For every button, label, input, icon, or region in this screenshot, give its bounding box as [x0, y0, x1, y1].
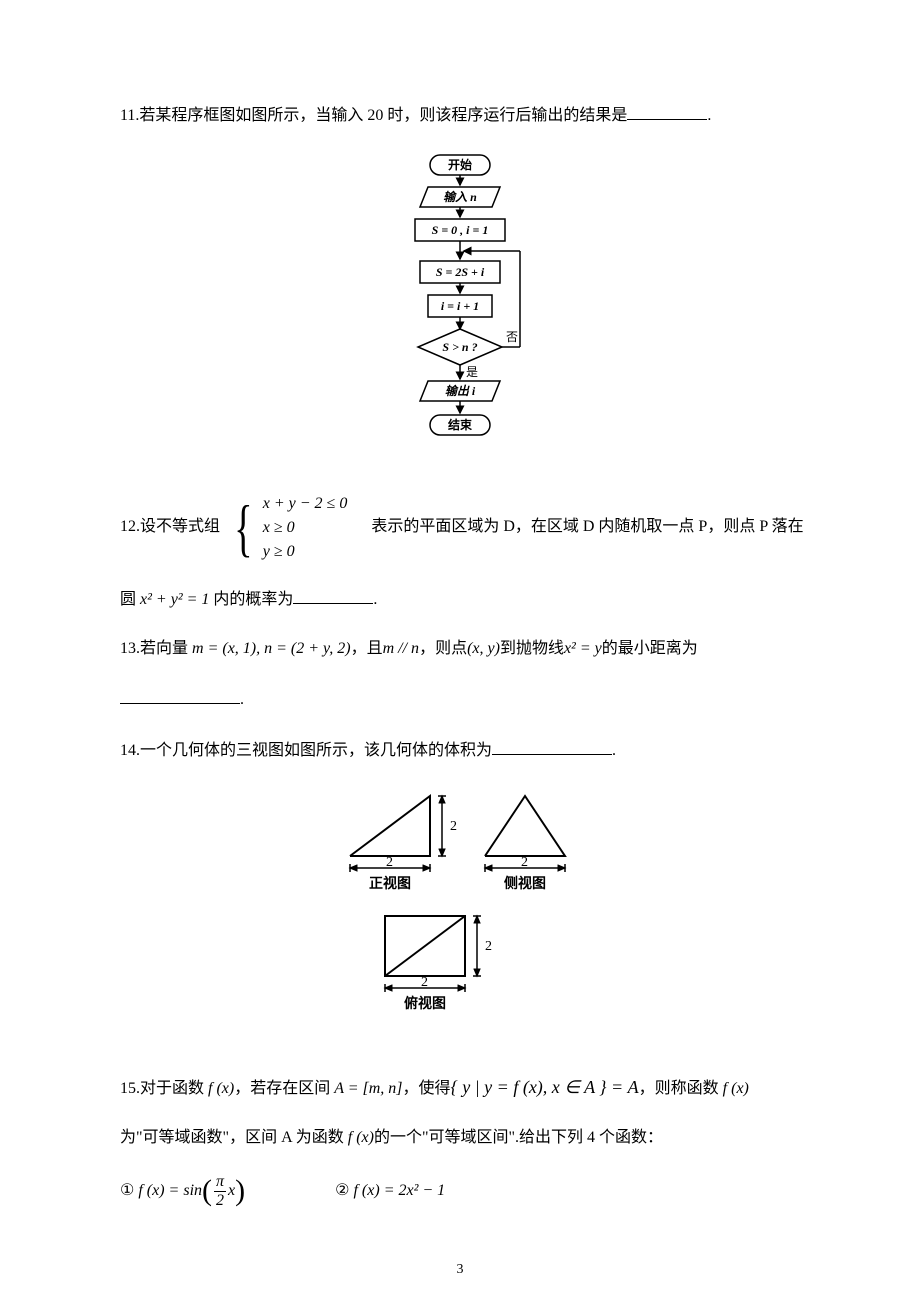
- q15-i1-lhs: f (x) = sin: [138, 1177, 202, 1206]
- q12-mid: 表示的平面区域为 D，在区域 D 内随机取一点 P，则点 P 落在: [371, 518, 803, 535]
- q15-l2b: 的一个"可等域区间".给出下列 4 个函数：: [374, 1129, 663, 1146]
- q15-i1-num-n: π: [214, 1173, 226, 1191]
- q14-text: 14.一个几何体的三视图如图所示，该几何体的体积为: [120, 742, 492, 759]
- q12-sys-line1: x + y − 2 ≤ 0: [263, 492, 348, 516]
- flow-end: 结束: [448, 417, 473, 432]
- q15-items: ① f (x) = sin ( π 2 x ) ② f (x) = 2x² − …: [120, 1173, 800, 1209]
- q11-text: 11.若某程序框图如图所示，当输入 20 时，则该程序运行后输出的结果是: [120, 107, 627, 124]
- flow-yes-label: 是: [466, 365, 478, 379]
- question-11: 11.若某程序框图如图所示，当输入 20 时，则该程序运行后输出的结果是.: [120, 100, 800, 131]
- q12-blank: [293, 584, 373, 604]
- q14-blank: [492, 735, 612, 755]
- q13-m2: ，则点: [419, 640, 467, 657]
- q15-item-1: ① f (x) = sin ( π 2 x ): [120, 1173, 245, 1209]
- question-13-blank-line: .: [120, 684, 800, 715]
- q15-fx1: f (x): [208, 1080, 234, 1097]
- q13-para: x² = y: [564, 640, 602, 657]
- q13-m3: 到抛物线: [500, 640, 564, 657]
- q15-fx2: f (x): [723, 1080, 749, 1097]
- q15-fx3: f (x): [348, 1129, 374, 1146]
- q11-blank: [627, 100, 707, 120]
- q15-c: ，使得: [403, 1080, 451, 1097]
- q13-par: m // n: [383, 640, 419, 657]
- q12-circ-suffix: 内的概率为: [213, 591, 293, 608]
- page-number: 3: [0, 1257, 920, 1282]
- question-13: 13.若向量 m = (x, 1), n = (2 + y, 2)，且m // …: [120, 635, 800, 664]
- q12-sys-line2: x ≥ 0: [263, 516, 348, 540]
- flow-input: 输入 n: [443, 190, 477, 204]
- flow-init: S = 0 , i = 1: [432, 223, 489, 237]
- q13-mn: m = (x, 1), n = (2 + y, 2): [192, 640, 351, 657]
- q12-circ-prefix: 圆: [120, 591, 136, 608]
- q15-a: 15.对于函数: [120, 1080, 204, 1097]
- q13-prefix: 13.若向量: [120, 640, 188, 657]
- question-12-line2: 圆 x² + y² = 1 内的概率为.: [120, 584, 800, 615]
- flow-no-label: 否: [506, 330, 518, 344]
- q15-b: ，若存在区间: [234, 1080, 330, 1097]
- flow-update-i: i = i + 1: [441, 299, 479, 313]
- q12-circle-eq: x² + y² = 1: [140, 591, 209, 608]
- q15-i1-num: ①: [120, 1177, 134, 1206]
- q12-system: { x + y − 2 ≤ 0 x ≥ 0 y ≥ 0: [228, 492, 347, 564]
- q15-A: A = [m, n]: [334, 1080, 402, 1097]
- q13-pt: (x, y): [467, 640, 500, 657]
- q15-set: { y | y = f (x), x ∈ A } = A: [451, 1077, 639, 1097]
- q13-m1: ，且: [351, 640, 383, 657]
- top-h-dim: 2: [485, 939, 492, 954]
- q15-l2a: 为"可等域函数"，区间 A 为函数: [120, 1129, 344, 1146]
- q12-prefix: 12.设不等式组: [120, 518, 220, 535]
- q15-i2-expr: f (x) = 2x² − 1: [353, 1177, 445, 1206]
- q15-i2-num: ②: [335, 1177, 349, 1206]
- q15-i1-tail: x: [228, 1177, 235, 1206]
- q12-sys-line3: y ≥ 0: [263, 540, 348, 564]
- question-14: 14.一个几何体的三视图如图所示，该几何体的体积为.: [120, 735, 800, 766]
- top-label: 俯视图: [404, 995, 446, 1012]
- question-15-line1: 15.对于函数 f (x)，若存在区间 A = [m, n]，使得{ y | y…: [120, 1071, 800, 1104]
- side-label: 侧视图: [504, 875, 546, 892]
- q13-blank: [120, 684, 240, 704]
- flow-start: 开始: [448, 157, 472, 172]
- flow-update-s: S = 2S + i: [436, 265, 485, 279]
- q14-three-views: 2 2 正视图 2 侧视图: [120, 786, 800, 1047]
- q15-item-2: ② f (x) = 2x² − 1: [335, 1173, 445, 1209]
- front-label: 正视图: [369, 875, 411, 892]
- q15-i1-num-d: 2: [214, 1191, 226, 1210]
- flow-output: 输出 i: [445, 384, 476, 398]
- q13-suffix: 的最小距离为: [602, 640, 698, 657]
- question-12: 12.设不等式组 { x + y − 2 ≤ 0 x ≥ 0 y ≥ 0 表示的…: [120, 492, 800, 564]
- flow-cond: S > n ?: [442, 340, 477, 354]
- q11-flowchart: 开始 输入 n S = 0 , i = 1 S = 2S + i i = i +…: [120, 151, 800, 462]
- front-h-dim: 2: [450, 819, 457, 834]
- side-w-dim: 2: [521, 855, 528, 870]
- front-w-dim: 2: [386, 855, 393, 870]
- top-w-dim: 2: [421, 975, 428, 990]
- q15-d: ，则称函数: [639, 1080, 719, 1097]
- question-15-line2: 为"可等域函数"，区间 A 为函数 f (x)的一个"可等域区间".给出下列 4…: [120, 1124, 800, 1153]
